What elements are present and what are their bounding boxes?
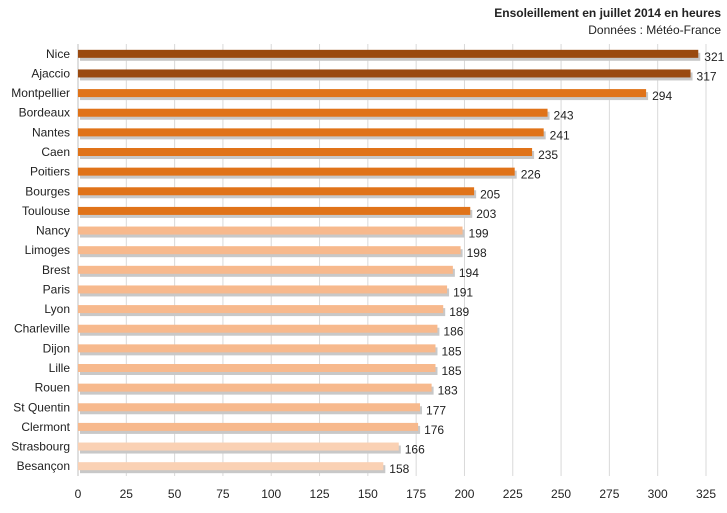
category-label: Lyon <box>44 302 70 316</box>
bar <box>78 324 438 333</box>
category-label: Toulouse <box>22 204 70 218</box>
bar <box>78 128 544 137</box>
category-label: Poitiers <box>30 165 70 179</box>
bar <box>78 383 432 392</box>
category-label: Limoges <box>25 243 70 257</box>
x-tick-label: 300 <box>648 487 668 501</box>
x-tick-label: 275 <box>599 487 619 501</box>
value-label: 321 <box>704 50 724 64</box>
value-label: 183 <box>438 384 458 398</box>
category-label: Caen <box>41 145 70 159</box>
x-tick-label: 0 <box>75 487 82 501</box>
value-label: 158 <box>389 462 409 476</box>
x-tick-label: 325 <box>696 487 716 501</box>
x-tick-label: 150 <box>358 487 378 501</box>
value-label: 226 <box>521 168 541 182</box>
category-label: Ajaccio <box>31 66 70 80</box>
bars <box>78 49 701 474</box>
value-label: 198 <box>467 246 487 260</box>
bar <box>78 167 515 176</box>
bar <box>78 364 436 372</box>
x-tick-label: 250 <box>551 487 571 501</box>
x-tick-label: 175 <box>406 487 426 501</box>
x-tick-label: 75 <box>216 487 230 501</box>
x-tick-label: 50 <box>168 487 182 501</box>
value-label: 185 <box>441 364 461 378</box>
category-label: Charleville <box>14 322 70 336</box>
bar <box>78 422 419 431</box>
x-tick-labels: 0 25 50 75 100 125 150 175 200 225 250 275 300 325 <box>75 487 717 501</box>
category-label: Montpellier <box>11 86 70 100</box>
value-label: 294 <box>652 89 672 103</box>
value-label: 317 <box>697 69 717 83</box>
bar <box>78 49 699 58</box>
x-tick-label: 125 <box>310 487 330 501</box>
value-label: 185 <box>441 344 461 358</box>
value-label: 177 <box>426 403 446 417</box>
category-label: Bordeaux <box>19 106 70 120</box>
bar <box>78 442 399 451</box>
category-label: Brest <box>42 263 71 277</box>
bar <box>78 246 461 255</box>
value-label: 166 <box>405 443 425 457</box>
x-tick-label: 25 <box>120 487 134 501</box>
value-label: 176 <box>424 423 444 437</box>
value-label: 186 <box>443 325 463 339</box>
value-label: 199 <box>469 227 489 241</box>
category-label: Nantes <box>32 125 70 139</box>
category-label: Paris <box>43 282 70 296</box>
bar <box>78 206 471 215</box>
category-label: Lille <box>49 361 71 375</box>
category-label: Clermont <box>21 420 70 434</box>
value-label: 205 <box>480 187 500 201</box>
chart-subtitle: Données : Météo-France <box>588 23 721 37</box>
bar <box>78 344 436 353</box>
category-label: St Quentin <box>13 400 70 414</box>
value-label: 235 <box>538 148 558 162</box>
category-label: Bourges <box>25 184 70 198</box>
category-label: Nancy <box>36 224 70 238</box>
x-tick-label: 225 <box>503 487 523 501</box>
chart-title: Ensoleillement en juillet 2014 en heures <box>494 6 721 20</box>
category-label: Strasbourg <box>11 440 70 454</box>
bar <box>78 462 384 471</box>
bar <box>78 305 444 314</box>
bar <box>78 187 475 196</box>
bar <box>78 285 448 294</box>
bar <box>78 403 421 412</box>
category-label: Rouen <box>35 381 70 395</box>
value-label: 243 <box>554 109 574 123</box>
bar <box>78 108 548 117</box>
bar <box>78 265 453 274</box>
x-tick-label: 100 <box>261 487 281 501</box>
value-label: 203 <box>476 207 496 221</box>
value-label: 191 <box>453 285 473 299</box>
x-tick-label: 200 <box>454 487 474 501</box>
value-labels: 321 317 294 243 241 235 226 205 203 199 198 194 191 1… <box>389 50 724 476</box>
value-label: 194 <box>459 266 479 280</box>
category-label: Besançon <box>17 459 70 473</box>
chart-title-block: Ensoleillement en juillet 2014 en heures… <box>494 6 721 37</box>
category-label: Nice <box>46 47 70 61</box>
value-label: 189 <box>449 305 469 319</box>
category-label: Dijon <box>43 341 70 355</box>
bar <box>78 148 533 156</box>
bar <box>78 226 463 235</box>
category-labels: Nice Ajaccio Montpellier Bordeaux Nantes Caen… <box>11 47 70 473</box>
bar <box>78 69 691 78</box>
bar <box>78 89 647 98</box>
value-label: 241 <box>550 128 570 142</box>
